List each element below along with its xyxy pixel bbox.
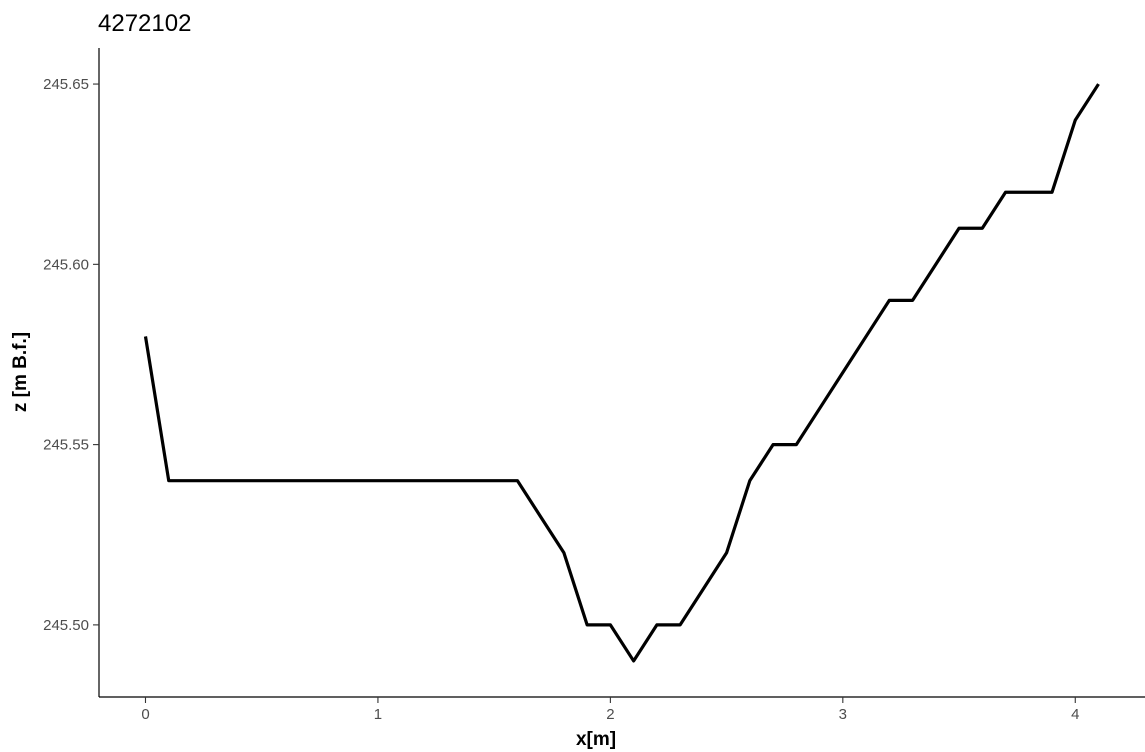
y-ticks: 245.50 245.55 245.60 245.65 xyxy=(43,76,99,634)
x-axis-label: x[m] xyxy=(576,729,616,750)
y-axis-label: z [m B.f.] xyxy=(10,332,31,412)
y-tick-label: 245.60 xyxy=(43,256,89,273)
y-tick-label: 245.55 xyxy=(43,437,89,454)
axes xyxy=(98,48,1145,698)
x-tick-label: 3 xyxy=(839,706,847,723)
x-tick-label: 0 xyxy=(141,706,149,723)
chart-title: 4272102 xyxy=(98,10,191,37)
y-tick-label: 245.65 xyxy=(43,76,89,93)
x-tick-label: 2 xyxy=(606,706,614,723)
x-tick-label: 4 xyxy=(1071,706,1079,723)
series-line xyxy=(143,83,1100,663)
x-tick-label: 1 xyxy=(374,706,382,723)
x-ticks: 0 1 2 3 4 xyxy=(141,697,1079,723)
y-tick-label: 245.50 xyxy=(43,617,89,634)
